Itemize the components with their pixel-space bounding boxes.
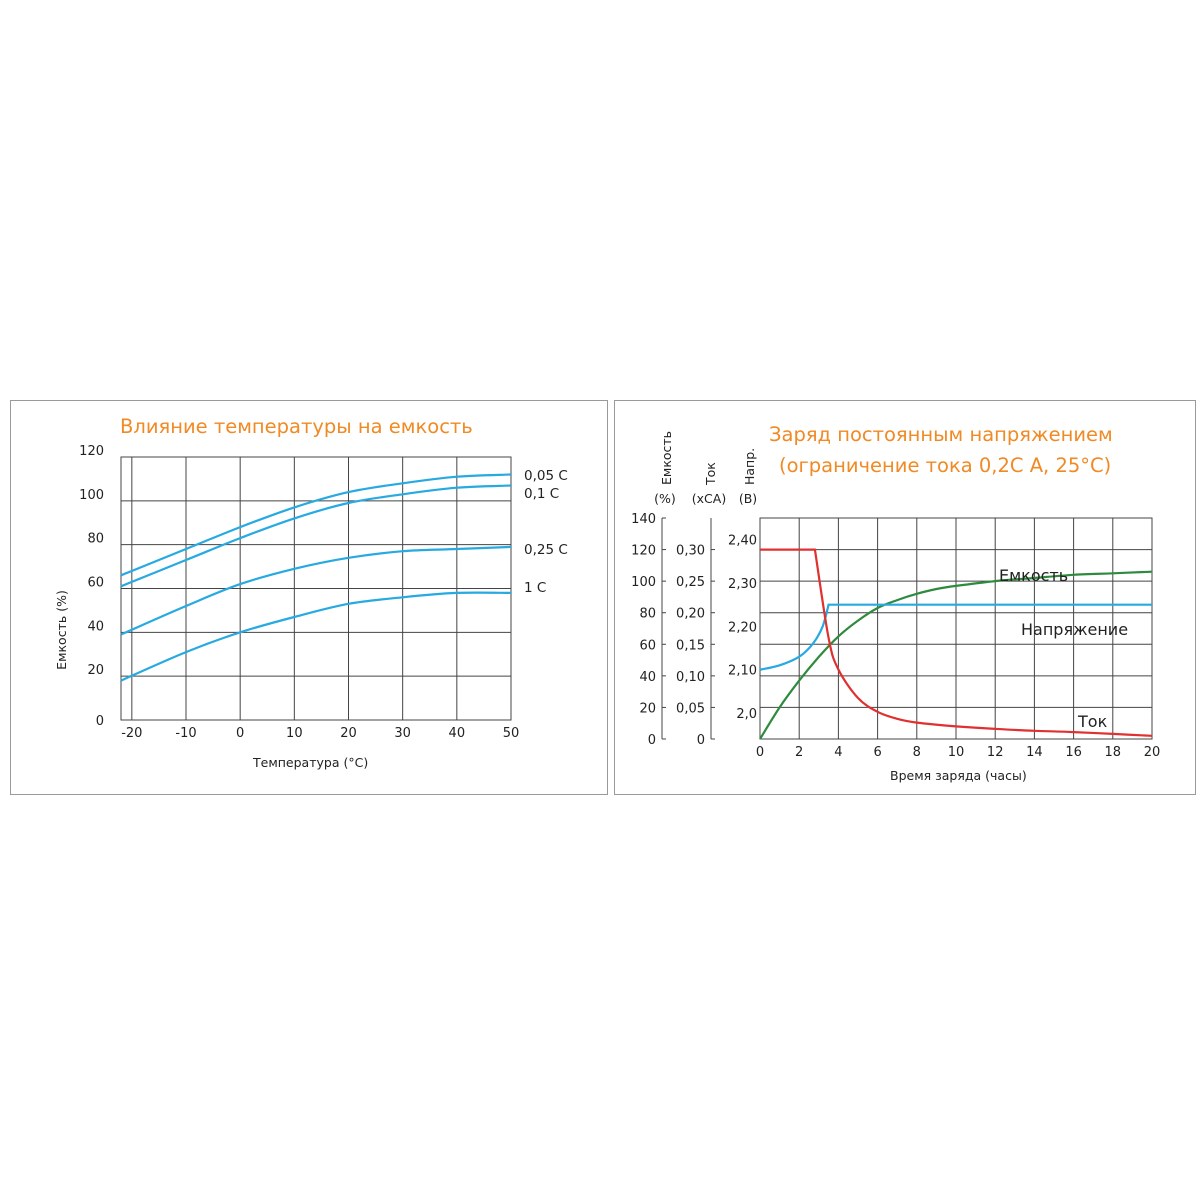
y-tick-label: 2,0	[736, 707, 757, 722]
x-tick-labels: -20 -10 0 10 20 30 40 50	[121, 726, 519, 741]
constant-voltage-charge-chart-panel: Заряд постоянным напряжением (ограничени…	[614, 400, 1196, 795]
y-tick-label: 0,15	[676, 638, 705, 653]
series-label: Емкость	[999, 566, 1068, 585]
constant-voltage-charge-chart: Заряд постоянным напряжением (ограничени…	[631, 423, 1160, 783]
x-tick-label: 10	[286, 726, 303, 741]
y-tick-label: 2,10	[728, 664, 757, 679]
y-tick-label: 0,20	[676, 607, 705, 622]
series-line	[120, 473, 512, 577]
chart-title-line-2: (ограничение тока 0,2С А, 25°С)	[779, 454, 1111, 477]
y-tick-label: 0,10	[676, 670, 705, 685]
x-tick-label: -20	[121, 726, 142, 741]
y-tick-label: 140	[631, 512, 656, 527]
series-label: 1 C	[524, 580, 546, 596]
series-line	[120, 591, 512, 682]
y-tick-label: 40	[639, 670, 656, 685]
x-tick-label: 0	[236, 726, 244, 741]
y-tick-label: 80	[639, 607, 656, 622]
chart-title: Влияние температуры на емкость	[120, 415, 473, 438]
x-tick-labels: 0 2 4 6 8 10 12 14 16 18 20	[756, 745, 1160, 760]
y-axes: 0 20 40 60 80 100 120 140 Емкость (%) 0 0,05 0,10 0,1…	[631, 431, 757, 748]
x-tick-label: 0	[756, 745, 764, 760]
y-axis-unit: (%)	[654, 491, 676, 506]
x-tick-label: 10	[948, 745, 965, 760]
series-line	[760, 548, 1153, 737]
temperature-capacity-chart: Влияние температуры на емкость 0 20 40 60 80…	[54, 415, 568, 770]
series-label: Ток	[1077, 712, 1108, 731]
y-tick-label: 0,05	[676, 701, 705, 716]
x-tick-label: 4	[834, 745, 842, 760]
y-tick-label: 0,25	[676, 575, 705, 590]
y-axis-header: Ток	[703, 462, 718, 486]
series-label: Напряжение	[1021, 620, 1128, 639]
chart-title-line-1: Заряд постоянным напряжением	[769, 423, 1113, 446]
y-axis-header: Напр.	[742, 448, 757, 485]
y-tick-label: 100	[79, 488, 104, 503]
y-tick-label: 0	[96, 714, 104, 729]
x-tick-label: 50	[503, 726, 520, 741]
x-tick-label: 20	[340, 726, 357, 741]
x-tick-label: 14	[1026, 745, 1043, 760]
x-tick-label: 40	[449, 726, 466, 741]
x-tick-label: 12	[987, 745, 1004, 760]
series-lines	[759, 548, 1153, 740]
y-axis-label: Емкость (%)	[54, 590, 69, 670]
y-tick-label: 60	[87, 576, 104, 591]
series-line	[759, 570, 1153, 740]
series-label: 0,05 C	[524, 468, 568, 484]
y-axis-unit: (xCA)	[692, 491, 726, 506]
series-labels: 0,05 C 0,1 C 0,25 C 1 C	[524, 468, 568, 596]
temperature-capacity-chart-panel: Влияние температуры на емкость 0 20 40 60 80…	[10, 400, 608, 795]
y-tick-label: 20	[87, 663, 104, 678]
x-tick-label: 20	[1144, 745, 1161, 760]
series-line	[120, 545, 512, 636]
series-line	[120, 484, 512, 588]
series-lines	[120, 473, 512, 682]
x-tick-label: 18	[1105, 745, 1122, 760]
y-tick-label: 20	[639, 701, 656, 716]
y-tick-label: 2,30	[728, 577, 757, 592]
grid	[759, 517, 1153, 740]
series-label: 0,1 C	[524, 486, 559, 502]
y-tick-label: 120	[79, 444, 104, 459]
y-tick-label: 2,20	[728, 620, 757, 635]
y-tick-label: 0	[648, 733, 656, 748]
y-tick-labels: 0 20 40 60 80 100 120	[79, 444, 104, 729]
x-tick-label: 8	[913, 745, 921, 760]
y-axis-unit: (В)	[739, 491, 757, 506]
y-tick-label: 100	[631, 575, 656, 590]
y-tick-label: 2,40	[728, 534, 757, 549]
series-labels: Емкость Напряжение Ток	[999, 566, 1128, 731]
grid	[120, 456, 512, 721]
y-tick-label: 120	[631, 544, 656, 559]
x-tick-label: -10	[175, 726, 196, 741]
x-tick-label: 16	[1065, 745, 1082, 760]
y-tick-label: 60	[639, 638, 656, 653]
x-axis-label: Температура (°C)	[252, 755, 368, 770]
y-tick-label: 0	[697, 733, 705, 748]
y-tick-label: 80	[87, 532, 104, 547]
x-tick-label: 2	[795, 745, 803, 760]
x-axis-label: Время заряда (часы)	[890, 768, 1027, 783]
y-axis-header: Емкость	[659, 431, 674, 485]
series-line	[759, 603, 1152, 671]
y-tick-label: 0,30	[676, 544, 705, 559]
series-label: 0,25 C	[524, 542, 568, 558]
y-tick-label: 40	[87, 619, 104, 634]
x-tick-label: 6	[873, 745, 881, 760]
x-tick-label: 30	[394, 726, 411, 741]
